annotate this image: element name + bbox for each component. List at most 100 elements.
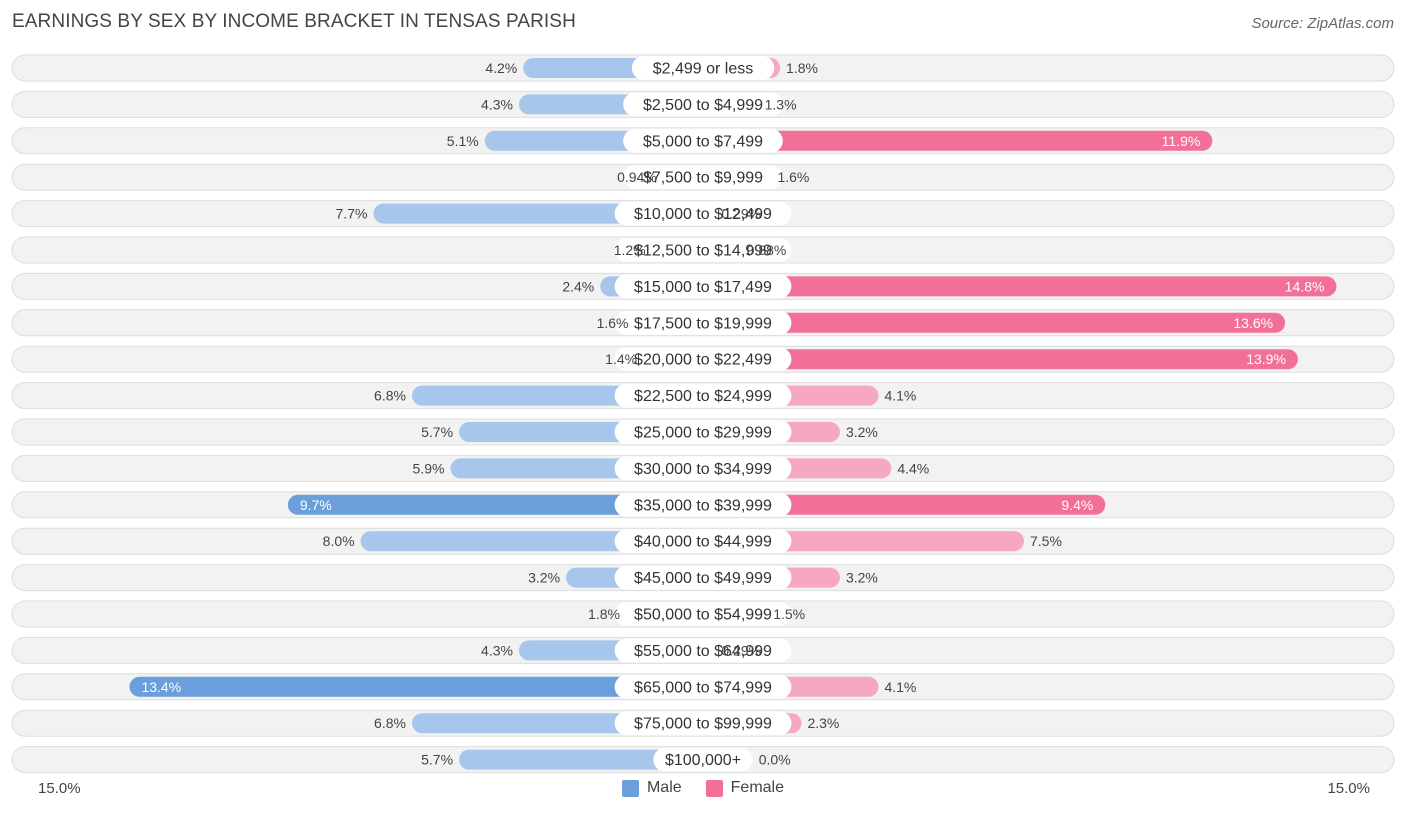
legend-female[interactable]: Female — [705, 779, 785, 797]
female-value-label: 3.2% — [846, 570, 878, 586]
bar-row: $22,500 to $24,999 6.8% 4.1% — [11, 382, 1395, 410]
category-label: $75,000 to $99,999 — [634, 716, 772, 733]
category-pill — [614, 274, 792, 299]
female-value-label: 4.1% — [884, 679, 916, 695]
chart: $2,499 or less 4.2% 1.8% $2,500 to $4,999 4.… — [11, 54, 1395, 774]
source-label: Source: ZipAtlas.com — [1251, 15, 1394, 32]
category-label: $22,500 to $24,999 — [634, 388, 772, 405]
female-value-label: 1.3% — [765, 96, 797, 112]
male-value-label: 3.2% — [528, 570, 560, 586]
category-pill — [614, 674, 792, 699]
bar-row: $35,000 to $39,999 9.7% 9.4% — [11, 491, 1395, 519]
category-label: $17,500 to $19,999 — [634, 315, 772, 332]
category-label: $5,000 to $7,499 — [643, 133, 763, 150]
female-value-label: 7.5% — [1030, 533, 1062, 549]
legend-female-swatch — [705, 779, 723, 797]
category-pill — [614, 456, 792, 481]
category-pill — [614, 638, 792, 663]
female-value-label: 0.29% — [721, 642, 761, 658]
category-pill — [614, 529, 792, 554]
female-value-label: 1.6% — [777, 169, 809, 185]
bar-row: $50,000 to $54,999 1.8% 1.5% — [11, 600, 1395, 628]
male-value-label: 1.8% — [588, 606, 620, 622]
bar-row: $25,000 to $29,999 5.7% 3.2% — [11, 418, 1395, 446]
male-value-label: 6.8% — [374, 715, 406, 731]
category-pill — [614, 383, 792, 408]
category-pill — [614, 492, 792, 517]
category-pill — [631, 56, 775, 80]
axis-right-label: 15.0% — [1327, 780, 1370, 797]
bar-row: $45,000 to $49,999 3.2% 3.2% — [11, 564, 1395, 592]
male-value-label: 9.7% — [300, 497, 332, 513]
category-label: $35,000 to $39,999 — [634, 497, 772, 514]
female-value-label: 11.9% — [1162, 133, 1201, 149]
male-bar — [129, 676, 714, 697]
bar-row: $75,000 to $99,999 6.8% 2.3% — [11, 709, 1395, 737]
male-value-label: 6.8% — [374, 388, 406, 404]
female-value-label: 2.3% — [807, 715, 839, 731]
female-value-label: 14.8% — [1285, 278, 1325, 294]
category-pill — [614, 565, 792, 590]
male-value-label: 8.0% — [323, 533, 355, 549]
female-value-label: 0.88% — [747, 242, 787, 258]
female-value-label: 4.1% — [884, 388, 916, 404]
bar-row: $2,499 or less 4.2% 1.8% — [11, 54, 1395, 82]
category-label: $10,000 to $12,499 — [634, 206, 772, 223]
bar-row: $30,000 to $34,999 5.9% 4.4% — [11, 454, 1395, 482]
male-value-label: 4.3% — [481, 642, 513, 658]
chart-title: EARNINGS BY SEX BY INCOME BRACKET IN TEN… — [12, 11, 576, 32]
category-label: $25,000 to $29,999 — [634, 425, 772, 442]
female-bar — [693, 276, 1337, 297]
female-value-label: 13.6% — [1233, 315, 1273, 331]
axis-left-label: 15.0% — [38, 780, 81, 797]
male-bar — [459, 749, 713, 770]
legend: Male Female — [0, 779, 1406, 797]
category-pill — [614, 602, 792, 626]
category-pill — [653, 747, 753, 772]
category-pill — [623, 128, 783, 153]
female-value-label: 13.9% — [1246, 351, 1286, 367]
category-pill — [614, 420, 792, 444]
male-value-label: 5.7% — [421, 424, 453, 440]
male-value-label: 5.1% — [447, 133, 479, 149]
male-value-label: 4.2% — [485, 60, 517, 76]
category-label: $45,000 to $49,999 — [634, 570, 772, 587]
category-pill — [614, 201, 792, 226]
legend-male[interactable]: Male — [621, 779, 682, 797]
bar-row: $55,000 to $64,999 4.3% 0.29% — [11, 636, 1395, 664]
female-value-label: 9.4% — [1061, 497, 1093, 513]
male-value-label: 0.94% — [617, 169, 657, 185]
bar-row: $40,000 to $44,999 8.0% 7.5% — [11, 527, 1395, 555]
category-label: $15,000 to $17,499 — [634, 279, 772, 296]
female-bar — [693, 312, 1286, 333]
female-value-label: 1.8% — [786, 60, 818, 76]
category-label: $40,000 to $44,999 — [634, 534, 772, 551]
bar-row: $65,000 to $74,999 13.4% 4.1% — [11, 673, 1395, 701]
category-label: $65,000 to $74,999 — [634, 679, 772, 696]
category-label: $100,000+ — [665, 752, 741, 769]
category-label: $12,500 to $14,999 — [634, 243, 772, 260]
category-pill — [623, 165, 783, 190]
category-label: $7,500 to $9,999 — [643, 170, 763, 187]
category-label: $2,499 or less — [653, 61, 754, 78]
female-bar — [693, 494, 1106, 515]
legend-female-label: Female — [730, 779, 785, 796]
male-value-label: 13.4% — [141, 679, 181, 695]
male-value-label: 1.6% — [597, 315, 629, 331]
category-pill — [614, 238, 792, 262]
female-value-label: 0.0% — [759, 752, 791, 768]
male-bar — [287, 494, 713, 515]
male-value-label: 1.2% — [614, 242, 646, 258]
category-pill — [623, 92, 783, 117]
category-pill — [614, 310, 792, 335]
category-label: $20,000 to $22,499 — [634, 352, 772, 369]
female-value-label: 3.2% — [846, 424, 878, 440]
legend-male-swatch — [621, 779, 639, 797]
male-value-label: 2.4% — [562, 278, 594, 294]
category-label: $2,500 to $4,999 — [643, 97, 763, 114]
bar-row: $17,500 to $19,999 1.6% 13.6% — [11, 309, 1395, 337]
category-label: $55,000 to $64,999 — [634, 643, 772, 660]
female-value-label: 0.29% — [721, 206, 761, 222]
male-value-label: 1.4% — [605, 351, 637, 367]
male-value-label: 5.7% — [421, 752, 453, 768]
